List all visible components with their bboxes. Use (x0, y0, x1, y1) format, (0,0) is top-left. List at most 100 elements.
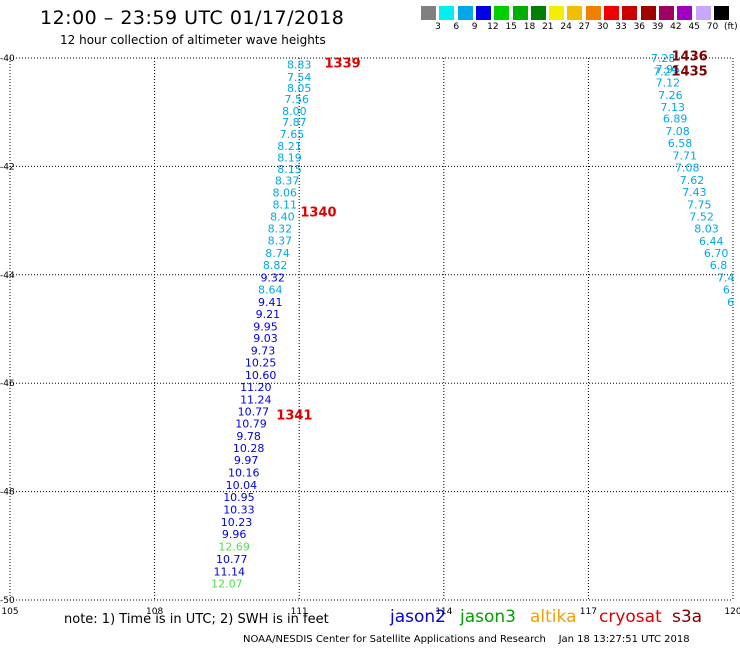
color-scale-swatch (421, 6, 436, 20)
legend-satellite-s3a: s3a (672, 607, 703, 627)
color-scale-label: 39 (651, 22, 664, 32)
wave-height-point: 6.58 (668, 137, 693, 150)
color-scale-swatch (658, 6, 674, 20)
color-scale-label: 27 (578, 22, 591, 32)
wave-height-point: 10.04 (226, 479, 258, 492)
wave-height-point: 7.95 (656, 63, 681, 76)
wave-height-point: 7.71 (673, 150, 698, 163)
wave-height-point: 12.07 (211, 578, 243, 591)
footer-note: note: 1) Time is in UTC; 2) SWH is in fe… (64, 612, 329, 627)
chart-title: 12:00 – 23:59 UTC 01/17/2018 (40, 7, 345, 29)
x-tick-label: 114 (435, 607, 452, 617)
wave-height-point: 10.28 (233, 442, 265, 455)
wave-height-point: 10.95 (223, 491, 255, 504)
wave-height-point: 8.64 (258, 283, 283, 296)
color-scale-swatch (567, 6, 583, 20)
wave-height-point: 7.62 (680, 174, 705, 187)
wave-height-point: 7.56 (285, 93, 310, 106)
wave-height-point: 7.43 (682, 186, 707, 199)
wave-height-point: 8.19 (277, 152, 302, 165)
wave-height-point: 8.82 (263, 259, 288, 272)
color-scale-swatch (439, 6, 455, 20)
color-scale-label: (ft) (724, 22, 738, 32)
wave-height-point: 10.77 (238, 405, 270, 418)
wave-height-point: 8.21 (277, 140, 302, 153)
wave-height-point: 7.52 (689, 210, 714, 223)
wave-height-point: 8.05 (287, 82, 312, 95)
color-scale-swatch (585, 6, 601, 20)
wave-height-point: 10.77 (216, 553, 248, 566)
wave-height-point: 6 (727, 296, 734, 309)
wave-height-point: 7.4 (717, 272, 735, 285)
wave-height-point: 7.87 (282, 116, 307, 129)
legend-satellite-altika: altika (530, 607, 577, 627)
wave-height-point: 8.03 (694, 223, 719, 236)
color-scale-label: 42 (670, 22, 682, 32)
wave-height-point: 8.11 (272, 198, 297, 211)
wave-height-point: 7.08 (665, 125, 690, 138)
x-tick-label: 111 (291, 607, 308, 617)
legend-satellite-jason3: jason3 (460, 607, 516, 627)
wave-height-point: 8.37 (275, 174, 300, 187)
wave-height-point: 9.03 (253, 332, 278, 345)
color-scale-label: 9 (471, 22, 478, 32)
wave-height-point: 8.15 (277, 163, 302, 176)
wave-height-point: 11.20 (240, 381, 272, 394)
color-scale-label: 45 (688, 22, 700, 32)
color-scale-swatch (494, 6, 510, 20)
color-scale-label: 15 (505, 22, 517, 32)
color-scale-swatch (457, 6, 473, 20)
wave-height-point: 7.65 (280, 128, 305, 141)
color-scale-label: 3 (435, 22, 441, 32)
footer-credit: NOAA/NESDIS Center for Satellite Applica… (243, 634, 690, 645)
wave-height-point: 7.75 (687, 198, 712, 211)
y-tick-label: -42 (0, 162, 15, 172)
wave-height-point: 9.97 (234, 454, 259, 467)
wave-height-point: 9.73 (251, 345, 276, 358)
wave-height-point: 6.44 (699, 235, 724, 248)
x-tick-label: 108 (146, 607, 163, 617)
wave-height-point: 10.23 (221, 516, 253, 529)
wave-height-point: 7.28 (651, 52, 676, 65)
y-tick-label: -48 (0, 488, 15, 498)
wave-height-point: 7.08 (675, 161, 700, 174)
color-scale-label: 21 (542, 22, 554, 32)
wave-height-point: 9.41 (258, 296, 283, 309)
wave-height-point: 9.78 (236, 430, 261, 443)
wave-height-point: 8.74 (265, 247, 290, 260)
color-scale-swatch (604, 6, 619, 20)
wave-height-point: 7.12 (656, 76, 681, 89)
wave-height-point: 7.13 (661, 101, 686, 114)
y-tick-label: -40 (0, 54, 15, 64)
color-scale-swatch (677, 6, 693, 20)
y-tick-label: -50 (0, 596, 15, 606)
color-scale-swatch (713, 6, 729, 20)
wave-height-point: 8.32 (268, 223, 293, 236)
wave-height-point: 7.25 (653, 66, 678, 79)
wave-height-point: 6.89 (663, 113, 688, 126)
pass-number-label: 1341 (276, 409, 312, 424)
legend-satellite-jason2: jason2 (390, 607, 446, 627)
y-tick-label: -44 (0, 271, 15, 281)
chart-subtitle: 12 hour collection of altimeter wave hei… (60, 33, 326, 47)
wave-height-point: 7.26 (658, 89, 683, 102)
wave-height-point: 11.14 (214, 565, 246, 578)
wave-height-point: 10.25 (245, 357, 277, 370)
pass-number-label: 1436 (672, 49, 708, 64)
wave-height-point: 10.60 (245, 369, 277, 382)
color-scale-swatch (530, 6, 546, 20)
wave-height-point: 8.83 (287, 59, 312, 72)
color-scale-swatch (640, 6, 656, 20)
color-scale-label: 24 (560, 22, 572, 32)
wave-height-point: 8.37 (268, 235, 293, 248)
wave-height-point: 10.16 (228, 467, 260, 480)
wave-height-point: 9.95 (253, 320, 278, 333)
pass-number-label: 1339 (324, 56, 360, 71)
wave-height-point: 9.32 (260, 272, 285, 285)
color-scale-swatch (475, 6, 491, 20)
color-scale-label: 36 (633, 22, 646, 32)
color-scale-label: 30 (596, 22, 609, 32)
wave-height-point: 8.06 (272, 186, 297, 199)
x-tick-label: 105 (1, 607, 18, 617)
